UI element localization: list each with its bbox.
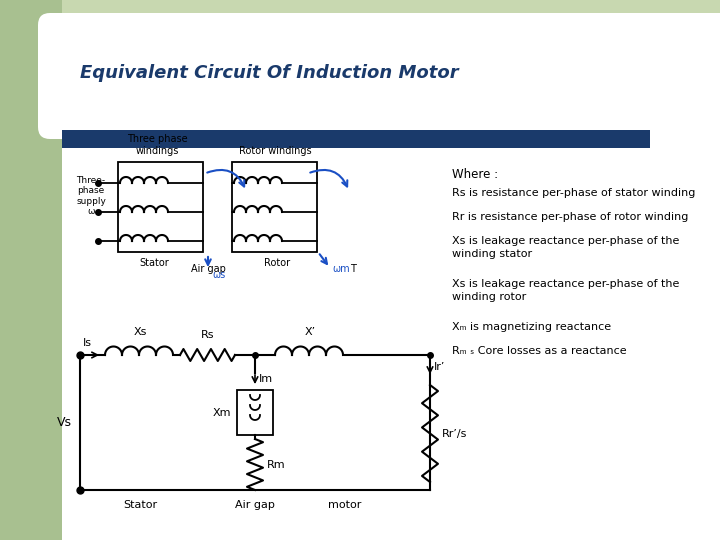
Text: ωm: ωm (332, 264, 350, 274)
Text: Air gap: Air gap (235, 500, 275, 510)
Text: Rs: Rs (201, 330, 215, 340)
Text: Xs is leakage reactance per-phase of the
winding stator: Xs is leakage reactance per-phase of the… (452, 236, 680, 259)
Text: Three phase
windings: Three phase windings (127, 134, 187, 156)
Text: Rr is resistance per-phase of rotor winding: Rr is resistance per-phase of rotor wind… (452, 212, 688, 222)
Text: Xₘ is magnetizing reactance: Xₘ is magnetizing reactance (452, 322, 611, 332)
Text: Equivalent Circuit Of Induction Motor: Equivalent Circuit Of Induction Motor (80, 64, 459, 82)
Text: Rs is resistance per-phase of stator winding: Rs is resistance per-phase of stator win… (452, 188, 696, 198)
Bar (0, 0, 62, 540)
Text: Rm: Rm (267, 460, 286, 469)
Bar (62, 90, 720, 540)
FancyBboxPatch shape (38, 13, 720, 139)
Text: Stator: Stator (123, 500, 157, 510)
Text: Air gap: Air gap (191, 264, 225, 274)
Text: Rₘ ₛ Core losses as a reactance: Rₘ ₛ Core losses as a reactance (452, 346, 626, 356)
Text: Rr’/s: Rr’/s (442, 429, 467, 438)
Bar (232, 162, 317, 252)
Text: X’: X’ (305, 327, 315, 337)
Text: Is: Is (83, 338, 92, 348)
Text: Where :: Where : (452, 168, 498, 181)
Text: motor: motor (328, 500, 361, 510)
Text: Xs is leakage reactance per-phase of the
winding rotor: Xs is leakage reactance per-phase of the… (452, 279, 680, 302)
Bar (62, 130, 650, 148)
Text: Stator: Stator (139, 258, 169, 268)
Bar (118, 162, 203, 252)
Text: T: T (350, 264, 356, 274)
Text: Xs: Xs (133, 327, 147, 337)
Text: Rotor: Rotor (264, 258, 290, 268)
Text: Ir’: Ir’ (434, 362, 446, 372)
Text: Rotor windings: Rotor windings (239, 146, 311, 156)
Bar (237, 390, 273, 435)
Text: Three-
phase
supply
ω: Three- phase supply ω (76, 176, 106, 216)
Text: ωs: ωs (212, 270, 225, 280)
Text: Im: Im (259, 374, 273, 384)
Text: Vs: Vs (57, 416, 72, 429)
Text: Xm: Xm (212, 408, 231, 417)
